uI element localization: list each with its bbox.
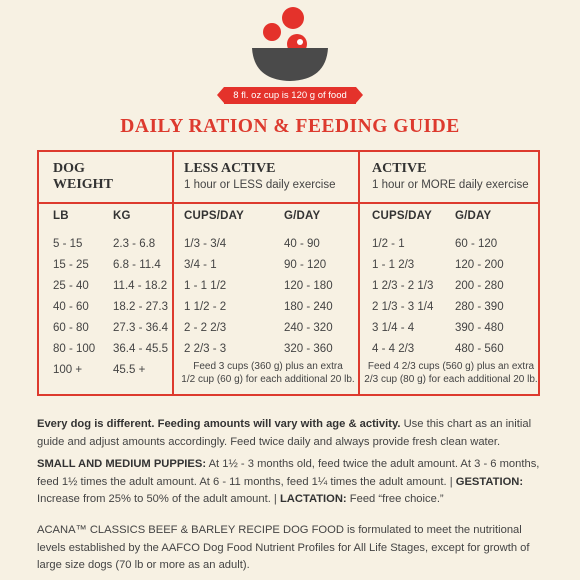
cell-less-g: 40 - 90 [284,238,320,250]
less-active-subtitle: 1 hour or LESS daily exercise [184,179,336,191]
cell-less-cups: 1 - 1 1/2 [184,280,227,292]
cell-act-cups: 1 - 1 2/3 [372,259,415,271]
cell-act-cups: 1/2 - 1 [372,238,405,250]
cell-less-g: 120 - 180 [284,280,333,292]
cell-act-g: 280 - 390 [455,301,504,313]
col-header-cups-active: CUPS/DAY [372,210,432,222]
col-header-lb: LB [53,210,69,222]
active-header: ACTIVE [372,161,427,176]
cell-act-cups: 4 - 4 2/3 [372,343,415,355]
cell-less-cups: 1 1/2 - 2 [184,301,227,313]
cell-kg: 18.2 - 27.3 [113,301,168,313]
active-note: Feed 4 2/3 cups (560 g) plus an extra 2/… [364,361,538,385]
cell-less-g: 90 - 120 [284,259,327,271]
cell-act-g: 120 - 200 [455,259,504,271]
divider [172,152,174,394]
cell-lb: 60 - 80 [53,322,89,334]
divider [358,152,360,394]
cell-less-cups: 2 - 2 2/3 [184,322,227,334]
col-header-g-active: G/DAY [455,210,492,222]
cell-lb: 40 - 60 [53,301,89,313]
less-active-header: LESS ACTIVE [184,161,276,176]
cell-less-g: 240 - 320 [284,322,333,334]
less-active-note: Feed 3 cups (360 g) plus an extra 1/2 cu… [181,361,355,385]
cell-act-cups: 2 1/3 - 3 1/4 [372,301,434,313]
cell-act-cups: 1 2/3 - 2 1/3 [372,280,434,292]
cell-kg: 11.4 - 18.2 [113,280,168,292]
weight-header: DOG WEIGHT [53,161,113,192]
cell-less-g: 320 - 360 [284,343,333,355]
col-header-g-less: G/DAY [284,210,321,222]
puppies-paragraph: SMALL AND MEDIUM PUPPIES: At 1½ - 3 mont… [37,458,540,505]
cell-kg: 27.3 - 36.4 [113,322,168,334]
cell-act-g: 480 - 560 [455,343,504,355]
header-logo: 8 fl. oz cup is 120 g of food [0,0,580,112]
cell-act-cups: 3 1/4 - 4 [372,322,415,334]
page-title: DAILY RATION & FEEDING GUIDE [120,116,460,137]
cell-kg: 6.8 - 11.4 [113,259,161,271]
intro-paragraph: Every dog is different. Feeding amounts … [37,418,532,448]
cell-lb: 25 - 40 [53,280,89,292]
bowl-icon [252,7,328,81]
divider [39,202,538,204]
cell-kg: 45.5 + [113,364,146,376]
red-ball-left [263,23,281,41]
cell-less-g: 180 - 240 [284,301,333,313]
cell-act-g: 200 - 280 [455,280,504,292]
cell-act-g: 390 - 480 [455,322,504,334]
cell-kg: 36.4 - 45.5 [113,343,168,355]
feeding-table: DOG WEIGHT LESS ACTIVE 1 hour or LESS da… [37,150,540,396]
cell-less-cups: 1/3 - 3/4 [184,238,227,250]
footer-note: ACANA™ CLASSICS BEEF & BARLEY RECIPE DOG… [37,524,530,571]
cup-size-ribbon: 8 fl. oz cup is 120 g of food [217,87,363,104]
cell-kg: 2.3 - 6.8 [113,238,156,250]
cell-act-g: 60 - 120 [455,238,498,250]
bowl-shape [252,48,328,81]
col-header-cups-less: CUPS/DAY [184,210,244,222]
active-subtitle: 1 hour or MORE daily exercise [372,179,529,191]
cell-lb: 100 + [53,364,83,376]
cell-less-cups: 2 2/3 - 3 [184,343,227,355]
red-ball-top [282,7,304,29]
col-header-kg: KG [113,210,131,222]
cell-less-cups: 3/4 - 1 [184,259,217,271]
cell-lb: 5 - 15 [53,238,83,250]
cell-lb: 15 - 25 [53,259,89,271]
cell-lb: 80 - 100 [53,343,96,355]
